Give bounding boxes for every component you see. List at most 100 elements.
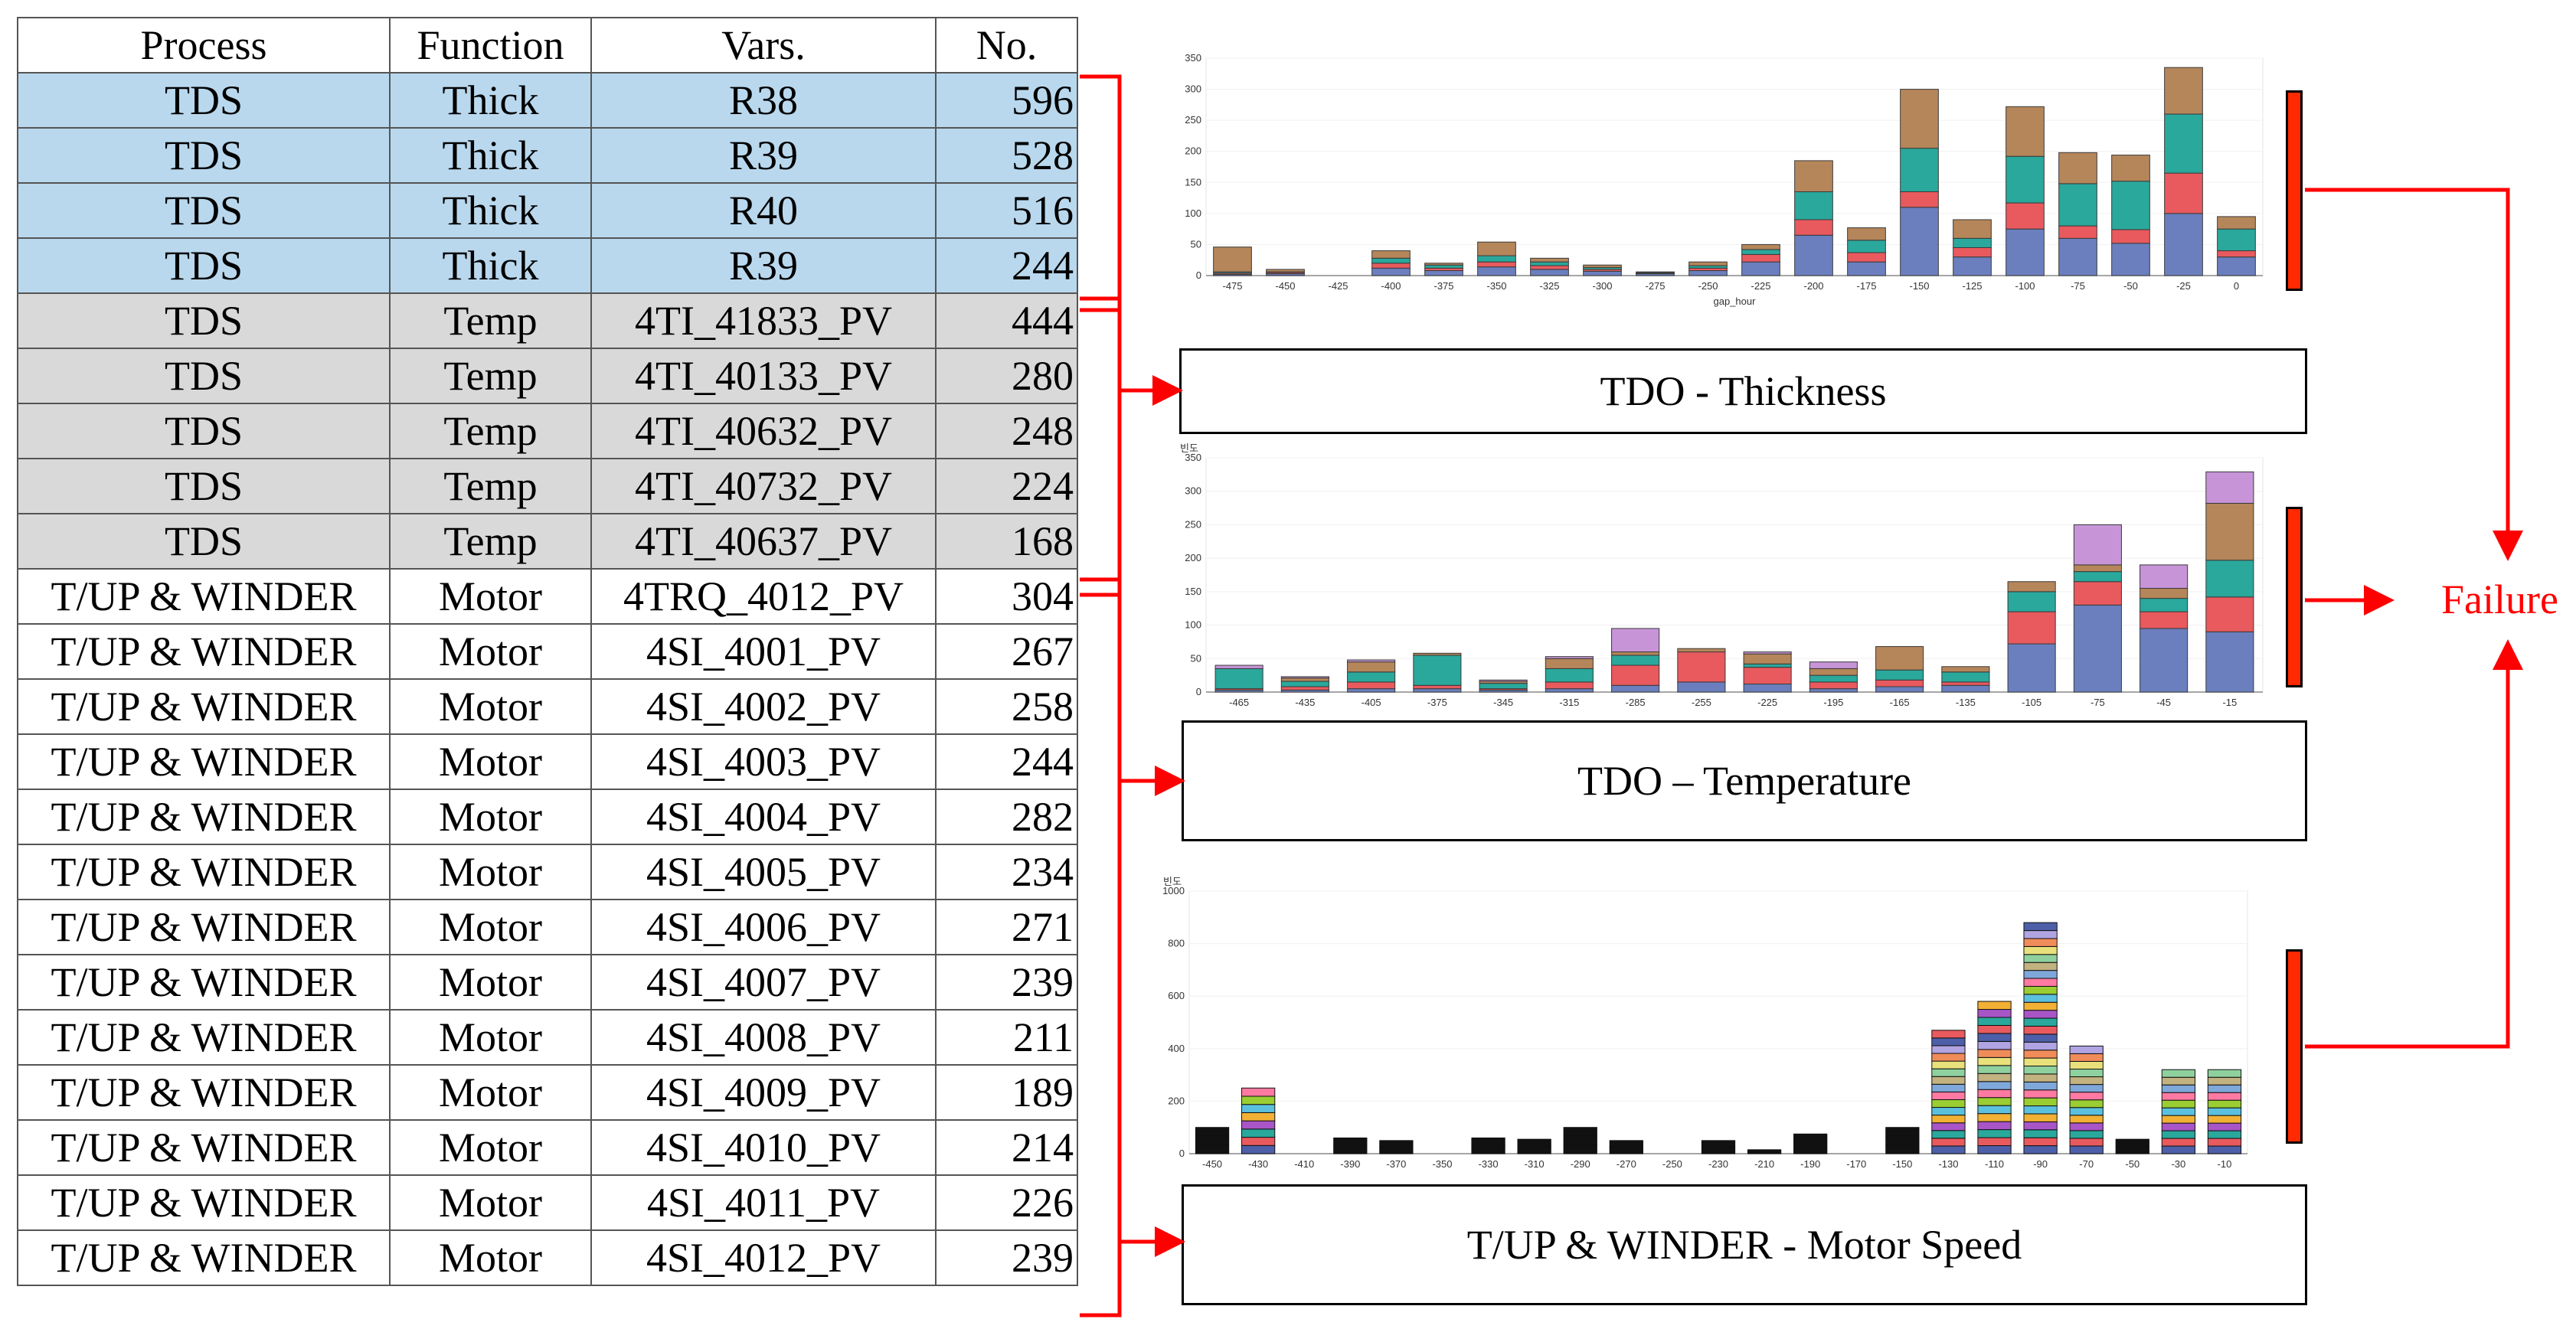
cell-no: 239: [935, 1229, 1078, 1286]
cell-function: Motor: [389, 954, 592, 1011]
cell-no: 211: [935, 1009, 1078, 1066]
cell-process: T/UP & WINDER: [17, 1119, 391, 1176]
variable-table: Process Function Vars. No. TDS Thick R38 59…: [17, 17, 1078, 1286]
y-tick-label: 0: [1196, 686, 1201, 697]
y-axis-label: 빈도: [1163, 876, 1182, 887]
bar-segment: [2205, 596, 2254, 632]
x-tick-label: -410: [1294, 1158, 1314, 1170]
bar-segment: [1583, 264, 1622, 268]
cell-var: 4SI_4002_PV: [590, 678, 937, 735]
bar-segment: [1347, 659, 1396, 663]
table-row: T/UP & WINDER Motor 4SI_4002_PV 258: [17, 678, 1078, 735]
cell-process: TDS: [17, 292, 391, 349]
bracket-temperature: [1080, 308, 1122, 582]
x-tick-label: 0: [2234, 280, 2239, 292]
table-row: T/UP & WINDER Motor 4SI_4010_PV 214: [17, 1119, 1078, 1176]
y-tick-label: 150: [1185, 586, 1201, 597]
cell-var: 4TI_40632_PV: [590, 403, 937, 459]
x-tick-label: -10: [2218, 1158, 2232, 1170]
x-tick-label: -125: [1962, 280, 1982, 292]
x-tick-label: -170: [1846, 1158, 1866, 1170]
cell-var: 4TI_40637_PV: [590, 513, 937, 570]
x-tick-label: -150: [1909, 280, 1929, 292]
y-tick-label: 100: [1185, 207, 1201, 219]
bar-segment: [2164, 113, 2203, 174]
cell-process: T/UP & WINDER: [17, 1229, 391, 1286]
bar-segment: [2205, 471, 2254, 504]
x-tick-label: -200: [1803, 280, 1823, 292]
x-tick-label: -330: [1479, 1158, 1499, 1170]
x-tick-label: -370: [1386, 1158, 1406, 1170]
table-row: TDS Temp 4TI_40637_PV 168: [17, 513, 1078, 570]
x-tick-label: -405: [1362, 697, 1381, 708]
table-row: TDS Thick R40 516: [17, 182, 1078, 239]
cell-var: 4SI_4006_PV: [590, 899, 937, 955]
cell-no: 189: [935, 1064, 1078, 1121]
bar-segment: [1900, 207, 1939, 276]
cell-function: Thick: [389, 237, 592, 294]
cell-var: 4SI_4008_PV: [590, 1009, 937, 1066]
header-no: No.: [935, 17, 1078, 73]
bar-segment: [2205, 560, 2254, 598]
bar-segment: [1741, 243, 1780, 250]
cell-function: Motor: [389, 678, 592, 735]
bar-segment: [1794, 234, 1833, 276]
x-tick-label: -195: [1823, 697, 1843, 708]
x-tick-label: -165: [1890, 697, 1910, 708]
cell-no: 239: [935, 954, 1078, 1011]
alarm-bar-thickness: [2286, 90, 2303, 291]
table-row: T/UP & WINDER Motor 4SI_4006_PV 271: [17, 899, 1078, 955]
cell-no: 244: [935, 733, 1078, 790]
x-tick-label: -225: [1751, 280, 1770, 292]
bar-segment: [2007, 581, 2056, 593]
bar-segment: [2115, 1138, 2149, 1148]
bar-segment: [2164, 67, 2203, 115]
x-tick-label: -130: [1938, 1158, 1958, 1170]
y-tick-label: 50: [1191, 652, 1201, 664]
cell-process: TDS: [17, 127, 391, 184]
cell-process: T/UP & WINDER: [17, 623, 391, 680]
x-tick-label: -350: [1432, 1158, 1452, 1170]
x-tick-label: -230: [1708, 1158, 1728, 1170]
cell-no: 528: [935, 127, 1078, 184]
cell-process: TDS: [17, 72, 391, 129]
thickness-chart-panel: 0 50 100 150 200 250 300 350 -475 -450 -425 -400 -37…: [1168, 52, 2270, 312]
cell-function: Thick: [389, 127, 592, 184]
bar-segment: [1743, 651, 1792, 655]
bar-segment: [1636, 271, 1675, 273]
cell-function: Motor: [389, 568, 592, 625]
cell-process: T/UP & WINDER: [17, 954, 391, 1011]
arrow-motor-to-failure: [2305, 639, 2523, 1049]
y-tick-label: 400: [1168, 1043, 1185, 1054]
bar-segment: [1885, 1127, 1920, 1137]
cell-var: 4SI_4003_PV: [590, 733, 937, 790]
header-vars: Vars.: [590, 17, 937, 73]
x-tick-label: -450: [1275, 280, 1295, 292]
table-row: T/UP & WINDER Motor 4SI_4009_PV 189: [17, 1064, 1078, 1121]
cell-process: T/UP & WINDER: [17, 1064, 391, 1121]
x-tick-label: -100: [2015, 280, 2035, 292]
bar-segment: [2073, 524, 2122, 566]
x-tick-label: -285: [1626, 697, 1646, 708]
cell-no: 516: [935, 182, 1078, 239]
table-row: T/UP & WINDER Motor 4SI_4011_PV 226: [17, 1174, 1078, 1231]
y-tick-label: 200: [1168, 1095, 1185, 1106]
cell-process: T/UP & WINDER: [17, 789, 391, 845]
bar-segment: [2140, 564, 2189, 589]
cell-no: 267: [935, 623, 1078, 680]
bar-segment: [1793, 1133, 1828, 1141]
bar-segment: [2006, 106, 2045, 157]
cell-var: 4SI_4012_PV: [590, 1229, 937, 1286]
bar-segment: [1875, 646, 1924, 671]
table-row: T/UP & WINDER Motor 4SI_4001_PV 267: [17, 623, 1078, 680]
bar-segment: [1847, 227, 1886, 241]
cell-function: Motor: [389, 1119, 592, 1176]
cell-var: 4TRQ_4012_PV: [590, 568, 937, 625]
table-row: TDS Thick R39 244: [17, 237, 1078, 294]
y-tick-label: 50: [1191, 238, 1201, 250]
bar-segment: [1213, 247, 1252, 273]
bar-segment: [1545, 656, 1594, 659]
alarm-bar-temperature: [2286, 507, 2303, 687]
cell-var: R39: [590, 127, 937, 184]
